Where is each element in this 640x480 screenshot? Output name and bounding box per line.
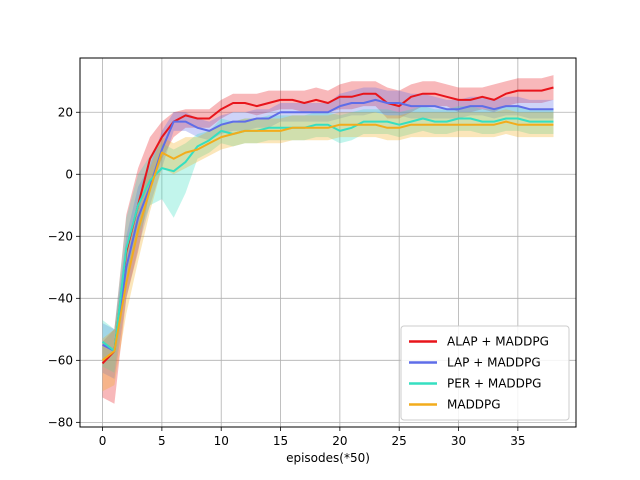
legend-label-1: LAP + MADDPG [447, 356, 541, 370]
legend-box [400, 325, 570, 421]
x-tick-label: 35 [510, 434, 525, 448]
y-tick-label: −20 [48, 229, 73, 243]
x-tick-label: 20 [332, 434, 347, 448]
plot-frame [79, 57, 577, 428]
x-tick-label: 10 [214, 434, 229, 448]
y-tick-label: −40 [48, 291, 73, 305]
series-line-2 [101, 117, 554, 352]
legend-label-2: PER + MADDPG [447, 377, 541, 391]
y-tick-label: 0 [65, 167, 73, 181]
x-tick-label: 30 [451, 434, 466, 448]
x-tick-label: 15 [273, 434, 288, 448]
y-tick-label: −80 [48, 415, 73, 429]
series-line-3 [101, 120, 554, 362]
line-layer [101, 86, 554, 365]
x-tick-label: 0 [99, 434, 107, 448]
series-line-1 [102, 98, 554, 352]
x-tick-label: 5 [158, 434, 166, 448]
legend-label-0: ALAP + MADDPG [447, 335, 549, 349]
tick-layer: 0 5 10 15 20 25 30 35 −80 −60 −40 −20 0 20 [48, 105, 526, 448]
y-tick-label: −60 [48, 353, 73, 367]
legend-label-3: MADDPG [447, 398, 501, 412]
series-line-0 [101, 86, 554, 365]
x-axis-label: episodes(*50) [286, 451, 370, 465]
legend: ALAP + MADDPG LAP + MADDPG PER + MADDPG MAD… [400, 325, 570, 421]
y-tick-label: 20 [58, 105, 73, 119]
x-tick-label: 25 [392, 434, 407, 448]
